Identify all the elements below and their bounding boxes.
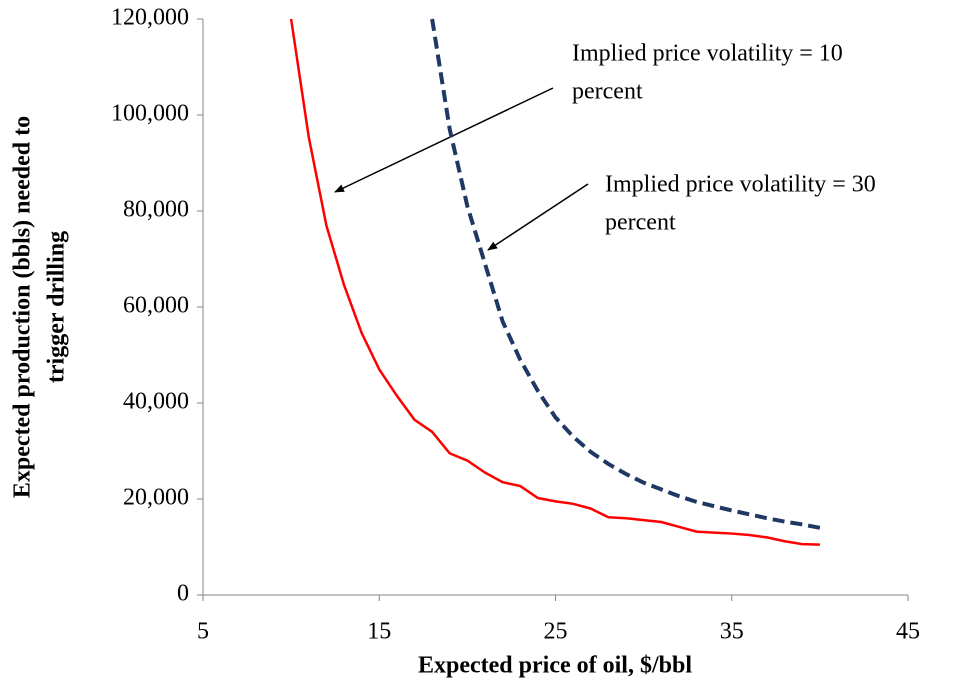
x-tick-label: 15	[367, 619, 391, 645]
x-tick-label: 25	[544, 619, 568, 645]
annotation-arrow	[487, 183, 589, 251]
y-axis-label-line: Expected production (bbls) needed to	[10, 116, 36, 498]
data-line	[289, 18, 820, 546]
y-tick-label: 100,000	[111, 101, 189, 127]
data-line	[430, 18, 821, 530]
annotation: Implied price volatility = 30	[605, 172, 876, 198]
x-tick-label: 35	[720, 619, 744, 645]
x-tick-label: 5	[197, 619, 209, 645]
y-tick-label: 120,000	[111, 5, 189, 31]
annotation: Implied price volatility = 10	[572, 41, 843, 67]
y-tick-label: 80,000	[123, 197, 189, 223]
y-tick-label: 0	[177, 581, 189, 607]
y-tick-label: 20,000	[123, 485, 189, 511]
annotation: percent	[572, 79, 643, 105]
x-tick-label: 45	[896, 619, 920, 645]
y-tick-label: 60,000	[123, 293, 189, 319]
annotation: percent	[605, 210, 676, 236]
y-axis-label: Expected production (bbls) needed to tri…	[10, 116, 70, 498]
annotation-arrow	[334, 87, 554, 193]
x-axis-label: Expected price of oil, $/bbl	[418, 653, 692, 679]
y-tick-label: 40,000	[123, 389, 189, 415]
y-axis-label-line: trigger drilling	[44, 231, 70, 383]
